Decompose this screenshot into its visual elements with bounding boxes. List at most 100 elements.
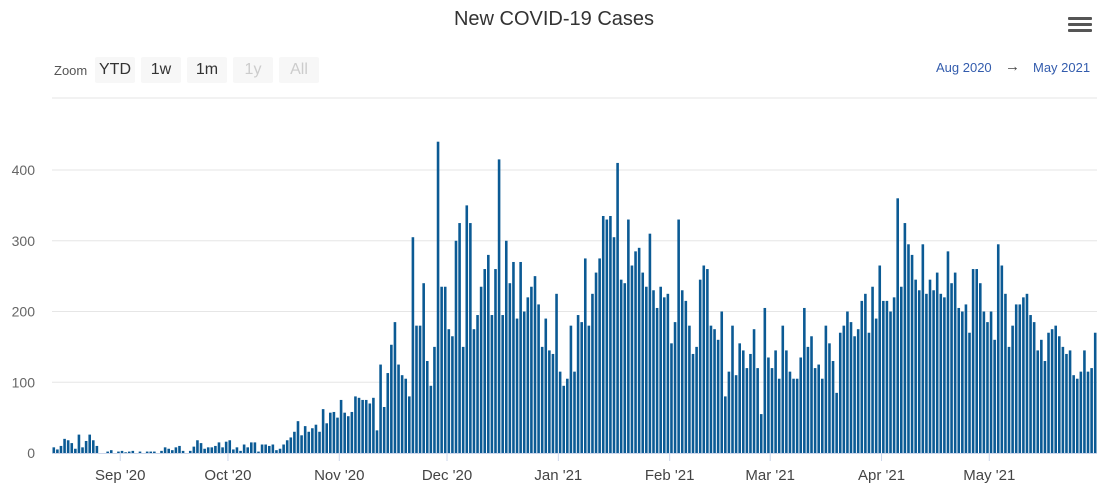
bar[interactable]	[792, 378, 795, 453]
bar[interactable]	[731, 325, 734, 453]
bar[interactable]	[1029, 315, 1032, 453]
bar[interactable]	[296, 421, 300, 453]
bar[interactable]	[838, 332, 842, 454]
bar[interactable]	[935, 272, 939, 453]
bar[interactable]	[666, 293, 670, 453]
bar[interactable]	[803, 307, 806, 453]
bar[interactable]	[153, 451, 156, 453]
bar[interactable]	[425, 361, 429, 453]
bar[interactable]	[623, 283, 627, 453]
bar[interactable]	[964, 304, 968, 453]
bar[interactable]	[583, 258, 587, 453]
bar[interactable]	[562, 385, 566, 453]
bar[interactable]	[454, 240, 458, 453]
bar[interactable]	[943, 297, 946, 453]
bar[interactable]	[806, 346, 810, 454]
bar[interactable]	[260, 444, 264, 453]
bar[interactable]	[436, 141, 440, 453]
bar[interactable]	[1086, 371, 1090, 453]
bar[interactable]	[440, 286, 443, 453]
bar[interactable]	[472, 329, 476, 453]
bar[interactable]	[648, 233, 652, 453]
bar[interactable]	[77, 434, 81, 453]
bar[interactable]	[109, 450, 113, 453]
bar[interactable]	[382, 407, 386, 453]
bar[interactable]	[364, 399, 368, 453]
bar[interactable]	[961, 311, 964, 454]
range-to[interactable]: May 2021	[1033, 60, 1091, 75]
bar[interactable]	[871, 286, 874, 453]
bar[interactable]	[433, 346, 436, 454]
bar[interactable]	[673, 322, 677, 453]
bar[interactable]	[828, 343, 831, 453]
bar[interactable]	[634, 251, 637, 453]
bar[interactable]	[188, 450, 192, 453]
bar[interactable]	[196, 440, 199, 453]
bar[interactable]	[688, 325, 691, 453]
bar[interactable]	[1007, 346, 1011, 454]
bar[interactable]	[1018, 304, 1022, 453]
bar[interactable]	[336, 417, 339, 454]
bar[interactable]	[458, 223, 461, 453]
bar[interactable]	[566, 378, 569, 453]
bar[interactable]	[368, 403, 372, 453]
bar[interactable]	[343, 412, 346, 453]
bar[interactable]	[874, 318, 878, 453]
bar[interactable]	[52, 447, 56, 453]
bar[interactable]	[616, 162, 619, 453]
bar[interactable]	[250, 442, 253, 453]
bar[interactable]	[393, 322, 397, 453]
bar[interactable]	[637, 247, 641, 453]
bar[interactable]	[504, 240, 508, 453]
bar[interactable]	[346, 416, 350, 453]
bar[interactable]	[953, 272, 957, 453]
bar[interactable]	[917, 290, 921, 453]
bar[interactable]	[846, 311, 849, 454]
bar[interactable]	[70, 443, 74, 454]
bar[interactable]	[138, 451, 142, 453]
bar[interactable]	[885, 300, 889, 453]
bar[interactable]	[709, 325, 713, 453]
bar[interactable]	[795, 378, 799, 453]
bar[interactable]	[386, 373, 390, 453]
bar[interactable]	[1036, 350, 1040, 453]
bar[interactable]	[372, 397, 375, 453]
bar[interactable]	[555, 293, 558, 453]
bar[interactable]	[508, 283, 512, 453]
zoom-1m-button[interactable]: 1m	[187, 57, 227, 83]
bar[interactable]	[842, 325, 846, 453]
bar[interactable]	[1083, 350, 1086, 453]
bar[interactable]	[203, 448, 206, 453]
bar[interactable]	[253, 442, 257, 453]
bar[interactable]	[896, 198, 899, 453]
bar[interactable]	[300, 435, 303, 453]
bar[interactable]	[289, 437, 293, 454]
bar[interactable]	[813, 368, 817, 453]
bar[interactable]	[609, 215, 612, 453]
bar[interactable]	[864, 293, 867, 453]
bar[interactable]	[149, 451, 153, 453]
bar[interactable]	[767, 357, 770, 453]
bar[interactable]	[659, 286, 662, 453]
bar[interactable]	[878, 265, 882, 453]
bar[interactable]	[591, 293, 594, 453]
bar[interactable]	[497, 159, 501, 453]
bar[interactable]	[224, 441, 228, 453]
bar[interactable]	[1079, 371, 1083, 453]
bar[interactable]	[652, 290, 655, 453]
bar[interactable]	[774, 350, 777, 453]
bar[interactable]	[314, 424, 318, 453]
bar[interactable]	[695, 346, 698, 454]
bar[interactable]	[325, 423, 329, 453]
bar[interactable]	[1040, 339, 1043, 453]
bar[interactable]	[483, 269, 487, 453]
bar[interactable]	[677, 219, 680, 453]
zoom-1w-button[interactable]: 1w	[141, 57, 181, 83]
bar[interactable]	[307, 431, 311, 453]
bar[interactable]	[788, 371, 792, 453]
bar[interactable]	[59, 445, 63, 454]
bar[interactable]	[594, 272, 598, 453]
bar[interactable]	[397, 364, 400, 453]
bar[interactable]	[512, 261, 515, 454]
bar[interactable]	[763, 307, 767, 453]
